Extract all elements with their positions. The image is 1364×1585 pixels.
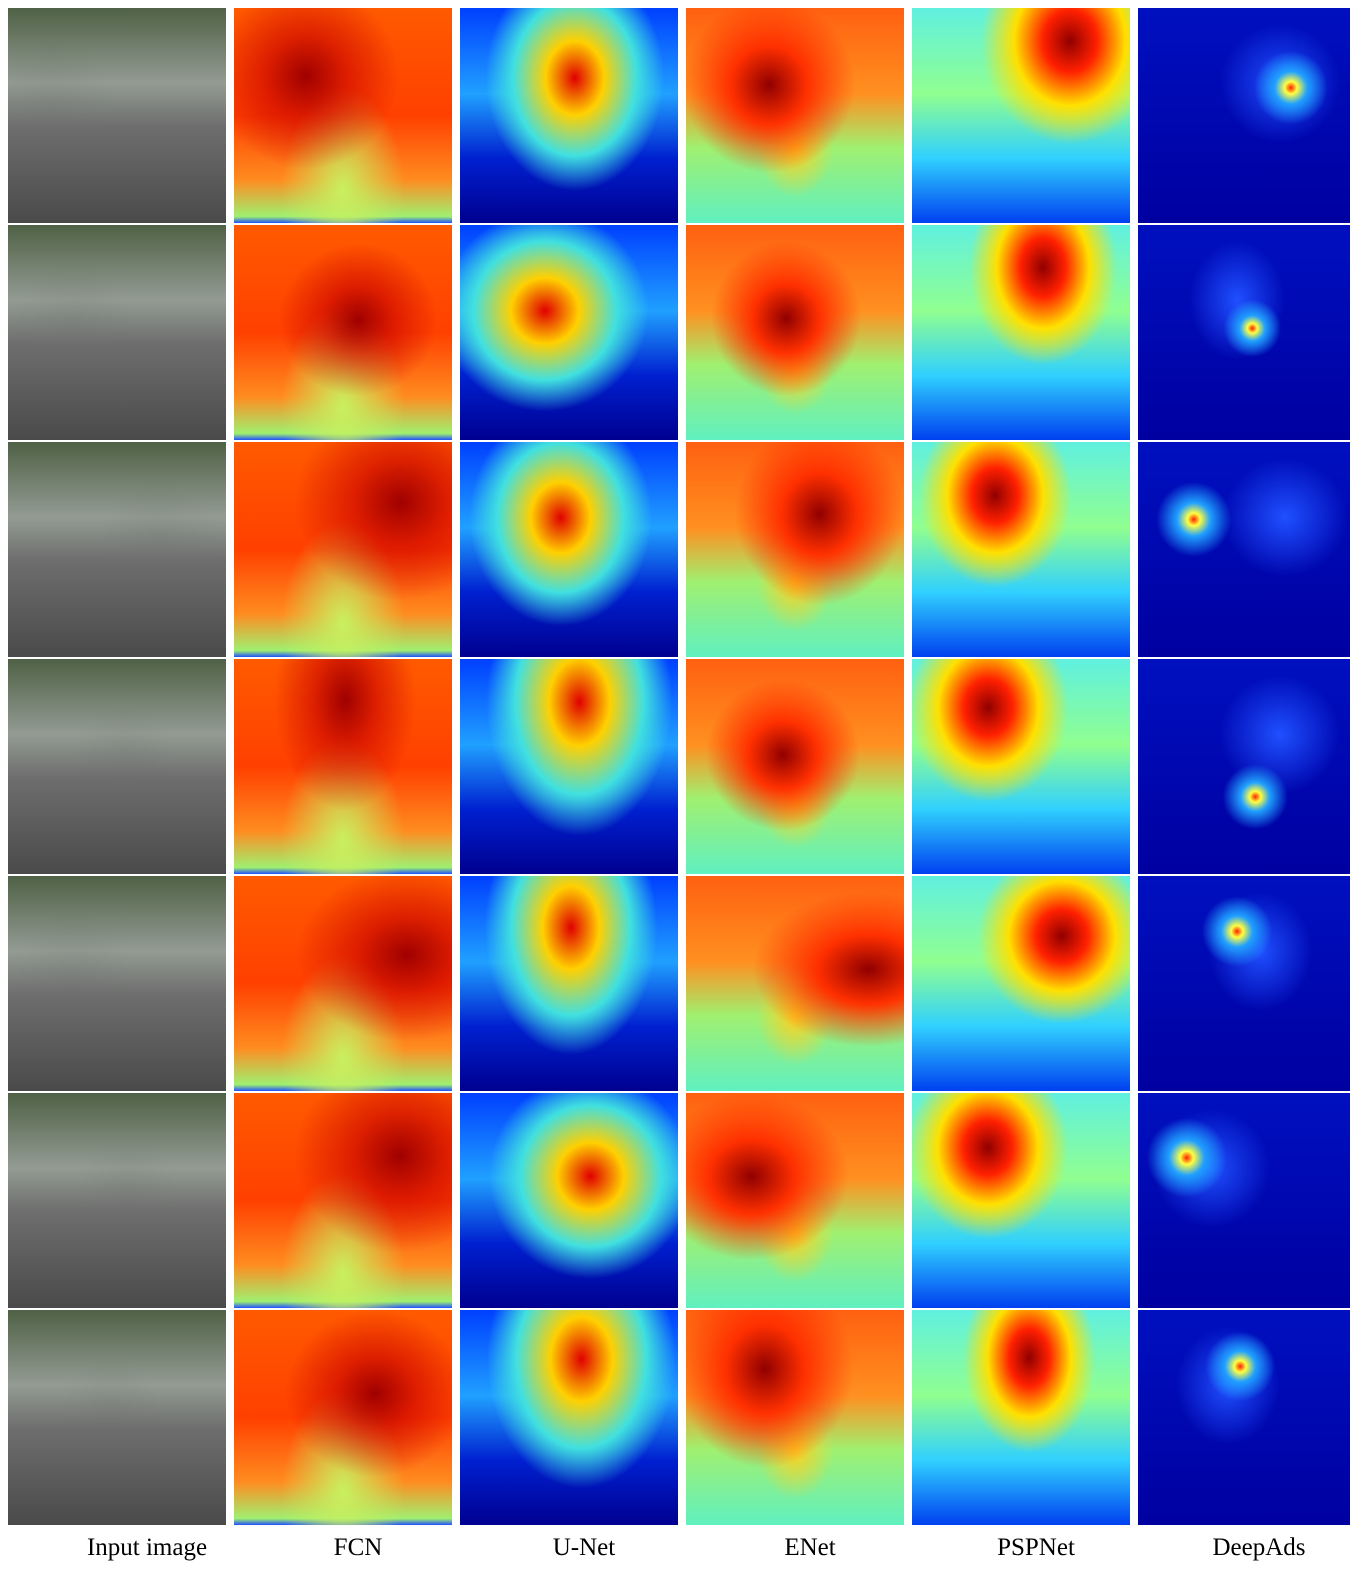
image-panel bbox=[912, 1310, 1130, 1525]
image-panel bbox=[1138, 876, 1350, 1091]
image-panel bbox=[912, 1093, 1130, 1308]
image-panel bbox=[460, 876, 678, 1091]
image-panel bbox=[234, 876, 452, 1091]
image-panel bbox=[686, 8, 904, 223]
image-panel bbox=[8, 659, 226, 874]
image-panel bbox=[460, 442, 678, 657]
image-panel bbox=[8, 1310, 226, 1525]
image-panel bbox=[8, 8, 226, 223]
image-panel bbox=[912, 659, 1130, 874]
image-panel bbox=[1138, 8, 1350, 223]
image-panel bbox=[234, 225, 452, 440]
image-panel bbox=[8, 442, 226, 657]
image-panel bbox=[686, 659, 904, 874]
image-panel bbox=[234, 442, 452, 657]
image-panel bbox=[1138, 1093, 1350, 1308]
image-panel bbox=[1138, 225, 1350, 440]
image-panel bbox=[686, 1093, 904, 1308]
column-label: DeepAds bbox=[1212, 1534, 1306, 1561]
image-panel bbox=[912, 876, 1130, 1091]
image-panel bbox=[460, 225, 678, 440]
image-panel bbox=[1138, 1310, 1350, 1525]
image-panel bbox=[234, 1093, 452, 1308]
image-panel bbox=[460, 1310, 678, 1525]
image-panel bbox=[686, 876, 904, 1091]
column-label: PSPNet bbox=[997, 1534, 1075, 1561]
image-panel bbox=[912, 8, 1130, 223]
column-label: FCN bbox=[333, 1534, 383, 1561]
image-panel bbox=[1138, 659, 1350, 874]
image-panel bbox=[234, 8, 452, 223]
image-panel bbox=[8, 1093, 226, 1308]
image-panel bbox=[912, 442, 1130, 657]
image-panel bbox=[234, 659, 452, 874]
image-panel bbox=[460, 1093, 678, 1308]
image-panel bbox=[686, 1310, 904, 1525]
image-panel bbox=[686, 442, 904, 657]
image-panel bbox=[460, 659, 678, 874]
column-label: Input image bbox=[86, 1534, 208, 1561]
image-panel bbox=[1138, 442, 1350, 657]
image-panel bbox=[8, 876, 226, 1091]
image-panel bbox=[912, 225, 1130, 440]
image-panel bbox=[686, 225, 904, 440]
image-panel bbox=[234, 1310, 452, 1525]
image-panel bbox=[460, 8, 678, 223]
image-panel bbox=[8, 225, 226, 440]
column-label: ENet bbox=[784, 1534, 836, 1561]
column-label: U-Net bbox=[552, 1534, 616, 1561]
